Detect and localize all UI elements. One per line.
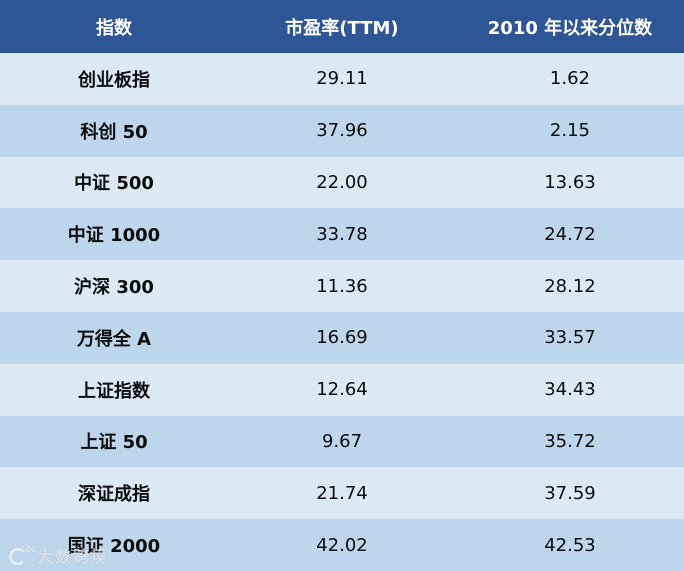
- table-row: 中证 1000 33.78 24.72: [0, 208, 684, 261]
- table-row: 沪深 300 11.36 28.12: [0, 260, 684, 312]
- index-name-cell: 上证 50: [80, 432, 148, 454]
- pe-value-cell: 42.02: [316, 534, 368, 556]
- index-name-cell: 中证 500: [74, 173, 154, 195]
- pe-value-cell: 29.11: [316, 68, 368, 90]
- table-row: 创业板指 29.11 1.62: [0, 53, 684, 105]
- percentile-value-cell: 33.57: [544, 327, 596, 349]
- index-name-cell: 上证指数: [77, 380, 150, 402]
- pe-value-cell: 33.78: [316, 223, 368, 245]
- pe-value-cell: 12.64: [316, 379, 368, 401]
- percentile-value-cell: 2.15: [549, 120, 590, 142]
- index-name-cell: 中证 1000: [67, 225, 161, 247]
- table-row: 上证指数 12.64 34.43: [0, 363, 684, 416]
- percentile-value-cell: 42.53: [544, 534, 596, 556]
- table-row: 国证 2000 42.02 42.53: [0, 519, 684, 571]
- table-header-row: 指数 市盈率(TTM) 2010 年以来分位数: [0, 0, 684, 53]
- pe-value-cell: 22.00: [316, 171, 368, 193]
- table-row: 万得全 A 16.69 33.57: [0, 311, 684, 364]
- index-name-cell: 沪深 300: [74, 277, 154, 299]
- percentile-value-cell: 1.62: [549, 68, 590, 90]
- percentile-value-cell: 24.72: [544, 223, 596, 245]
- table-row: 深证成指 21.74 37.59: [0, 467, 684, 520]
- header-cell-index: 指数: [95, 17, 132, 39]
- table-row: 上证 50 9.67 35.72: [0, 415, 684, 468]
- percentile-value-cell: 35.72: [544, 430, 596, 452]
- index-name-cell: 创业板指: [77, 69, 150, 91]
- pe-value-cell: 9.67: [321, 430, 363, 452]
- header-cell-percentile: 2010 年以来分位数: [487, 17, 653, 39]
- table-row: 中证 500 22.00 13.63: [0, 156, 684, 209]
- pe-value-cell: 37.96: [316, 120, 368, 142]
- index-name-cell: 深证成指: [77, 484, 150, 506]
- percentile-value-cell: 37.59: [544, 482, 596, 504]
- header-cell-pe-ttm: 市盈率(TTM): [285, 17, 399, 39]
- index-name-cell: 科创 50: [80, 121, 148, 143]
- index-name-cell: 万得全 A: [76, 328, 152, 350]
- percentile-value-cell: 34.43: [544, 379, 596, 401]
- index-name-cell: 国证 2000: [67, 536, 161, 558]
- table-row: 科创 50 37.96 2.15: [0, 104, 684, 157]
- pe-value-cell: 11.36: [316, 275, 368, 297]
- pe-value-cell: 16.69: [316, 327, 368, 349]
- percentile-value-cell: 28.12: [544, 275, 596, 297]
- percentile-value-cell: 13.63: [544, 171, 596, 193]
- pe-value-cell: 21.74: [316, 482, 368, 504]
